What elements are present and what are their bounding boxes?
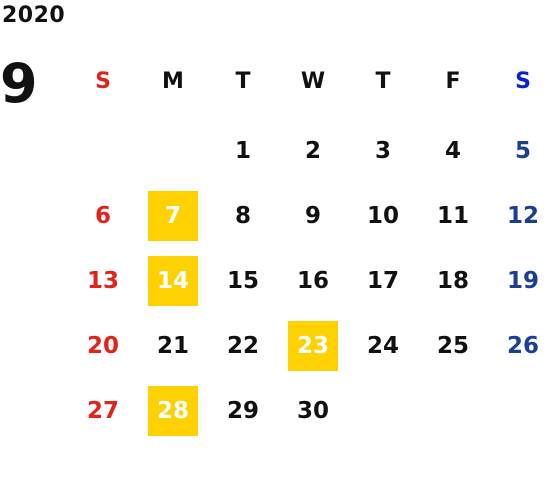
day-cell[interactable]: 18 [436, 268, 469, 294]
weekday-header-fri: F [445, 68, 461, 94]
day-cell[interactable]: 16 [296, 268, 329, 294]
day-cell[interactable]: 11 [436, 203, 469, 229]
day-cell[interactable]: 24 [366, 333, 399, 359]
day-cell[interactable]: 19 [506, 268, 539, 294]
day-cell[interactable]: 29 [226, 398, 259, 424]
weekday-header-mon: M [162, 68, 184, 94]
day-cell[interactable]: 17 [366, 268, 399, 294]
day-cell[interactable]: 5 [514, 138, 531, 164]
day-cell[interactable]: 15 [226, 268, 259, 294]
day-cell[interactable]: 20 [86, 333, 119, 359]
weekday-header-thu: T [375, 68, 391, 94]
day-cell[interactable]: 22 [226, 333, 259, 359]
day-cell[interactable]: 13 [86, 268, 119, 294]
day-cell[interactable]: 30 [296, 398, 329, 424]
day-cell[interactable]: 1 [234, 138, 251, 164]
day-cell[interactable]: 10 [366, 203, 399, 229]
day-cell[interactable]: 26 [506, 333, 539, 359]
day-cell-highlighted[interactable]: 14 [148, 256, 198, 306]
day-cell-highlighted[interactable]: 23 [288, 321, 338, 371]
day-cell[interactable]: 8 [234, 203, 251, 229]
day-cell[interactable]: 6 [94, 203, 111, 229]
day-cell[interactable]: 2 [304, 138, 321, 164]
day-cell[interactable]: 27 [86, 398, 119, 424]
weekday-header-sun: S [95, 68, 111, 94]
weekday-header-sat: S [515, 68, 531, 94]
day-cell[interactable]: 12 [506, 203, 539, 229]
day-cell[interactable]: 21 [156, 333, 189, 359]
day-cell-highlighted[interactable]: 7 [148, 191, 198, 241]
day-cell[interactable]: 9 [304, 203, 321, 229]
day-cell[interactable]: 25 [436, 333, 469, 359]
year-label: 2020 [2, 3, 66, 28]
day-cell[interactable]: 3 [374, 138, 391, 164]
day-cell-highlighted[interactable]: 28 [148, 386, 198, 436]
day-cell[interactable]: 4 [444, 138, 461, 164]
weekday-header-wed: W [300, 68, 326, 94]
weekday-header-tue: T [235, 68, 251, 94]
month-number: 9 [0, 52, 38, 115]
